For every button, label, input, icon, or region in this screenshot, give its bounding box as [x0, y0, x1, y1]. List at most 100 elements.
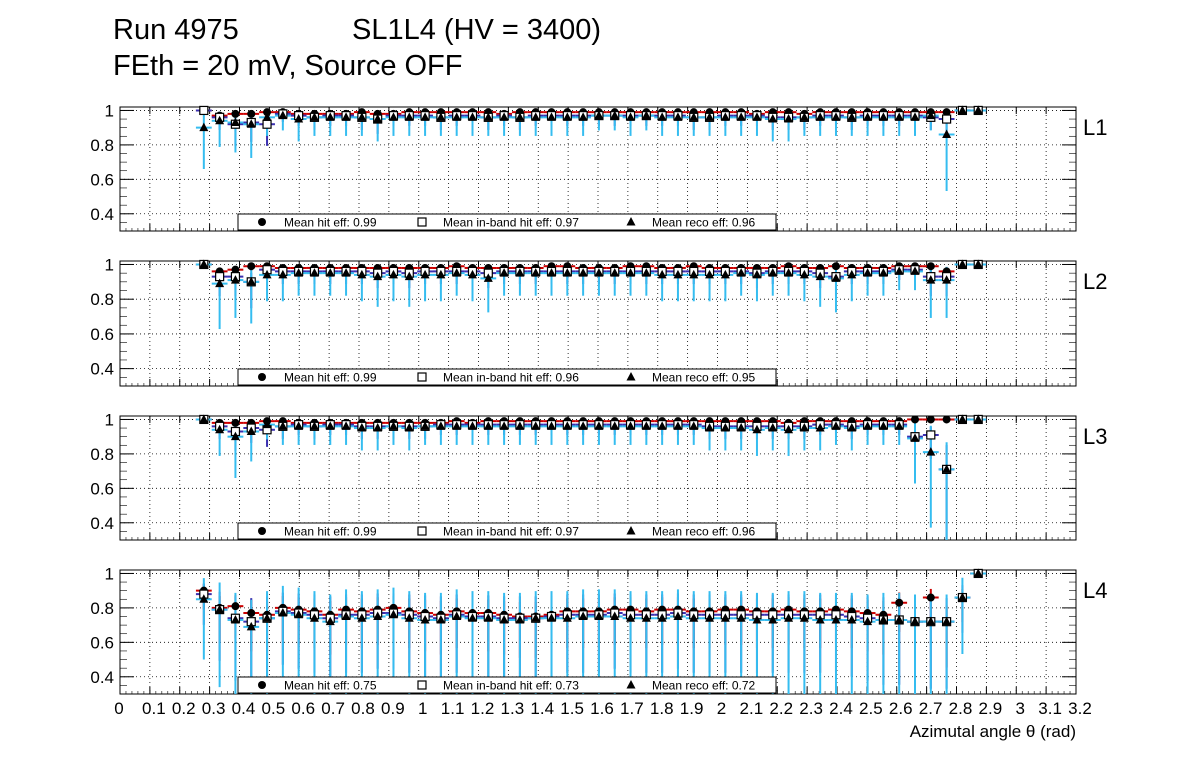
y-tick-label: 1 — [105, 410, 114, 429]
reco-eff-point — [436, 269, 446, 279]
reco-eff-point — [863, 421, 873, 430]
reco-eff-point — [388, 112, 398, 121]
reco-eff-point — [483, 112, 493, 121]
reco-eff-point — [246, 621, 256, 631]
x-tick-label: 1.2 — [471, 699, 495, 718]
legend-reco-label: Mean reco eff: 0.96 — [652, 216, 756, 230]
reco-eff-point — [388, 421, 398, 430]
panel-label: L2 — [1083, 269, 1107, 294]
reco-eff-point — [752, 269, 762, 279]
x-tick-label: 3.1 — [1038, 699, 1062, 718]
reco-eff-point — [199, 259, 209, 268]
y-tick-label: 0.4 — [90, 205, 114, 224]
hit-eff-point — [247, 109, 256, 118]
reco-eff-point — [404, 613, 414, 622]
legend-hit-marker — [258, 681, 266, 689]
reco-eff-point — [531, 112, 541, 121]
reco-eff-point — [673, 269, 683, 279]
reco-eff-point — [926, 275, 936, 284]
reco-eff-point — [957, 592, 967, 602]
panel-label: L4 — [1083, 578, 1107, 603]
hit-eff-point — [263, 108, 272, 117]
x-tick-label: 3 — [1016, 699, 1025, 718]
reco-eff-point — [325, 616, 335, 626]
hit-eff-point — [247, 609, 256, 618]
reco-eff-point — [578, 268, 588, 277]
reco-eff-point — [815, 423, 825, 432]
reco-eff-point — [957, 105, 967, 114]
reco-eff-point — [309, 613, 319, 622]
x-tick-label: 0.9 — [381, 699, 405, 718]
reco-eff-point — [294, 268, 304, 277]
legend-hit-marker — [258, 373, 266, 381]
reco-eff-point — [720, 269, 730, 279]
reco-eff-point — [768, 268, 778, 277]
x-tick-label: 0.1 — [142, 699, 166, 718]
x-tick-label: 0.6 — [291, 699, 315, 718]
reco-eff-point — [215, 115, 225, 125]
x-tick-label: 0.8 — [351, 699, 375, 718]
reco-eff-point — [689, 269, 699, 279]
reco-eff-point — [278, 269, 288, 279]
x-tick-label: 0.4 — [232, 699, 256, 718]
legend-hit-label: Mean hit eff: 0.99 — [284, 371, 377, 385]
reco-eff-point — [515, 614, 525, 624]
reco-eff-point — [562, 613, 572, 622]
reco-eff-point — [578, 112, 588, 121]
reco-eff-point — [341, 268, 351, 277]
x-tick-label: 0.5 — [262, 699, 286, 718]
reco-eff-point — [894, 421, 904, 430]
x-tick-label: 2.6 — [889, 699, 913, 718]
legend-hit-marker — [258, 218, 266, 226]
reco-eff-point — [942, 616, 952, 626]
reco-eff-point — [357, 423, 367, 432]
reco-eff-point — [831, 421, 841, 430]
reco-eff-point — [262, 269, 272, 279]
reco-eff-point — [373, 271, 383, 281]
x-tick-label: 3.2 — [1068, 699, 1092, 718]
reco-eff-point — [863, 616, 873, 626]
reco-eff-point — [973, 414, 983, 423]
reco-eff-point — [768, 114, 778, 123]
legend-reco-label: Mean reco eff: 0.95 — [652, 371, 756, 385]
reco-eff-point — [246, 119, 256, 128]
reco-eff-point — [594, 421, 604, 430]
reco-eff-point — [610, 268, 620, 277]
reco-eff-point — [547, 112, 557, 121]
reco-eff-point — [199, 122, 209, 132]
reco-eff-point — [578, 611, 588, 620]
reco-eff-point — [673, 421, 683, 430]
y-tick-label: 0.4 — [90, 360, 114, 379]
x-tick-label: 2.7 — [919, 699, 943, 718]
y-tick-label: 0.4 — [90, 514, 114, 533]
reco-eff-point — [467, 421, 477, 430]
reco-eff-point — [815, 614, 825, 624]
reco-eff-point — [404, 271, 414, 281]
reco-eff-point — [673, 611, 683, 620]
legend-inband-marker — [417, 372, 427, 382]
reco-eff-point — [705, 423, 715, 432]
reco-eff-point — [736, 268, 746, 277]
x-tick-label: 0.3 — [202, 699, 226, 718]
reco-eff-point — [894, 266, 904, 275]
reco-eff-point — [689, 613, 699, 622]
reco-eff-point — [215, 604, 225, 614]
reco-eff-point — [309, 268, 319, 277]
x-tick-label: 1.9 — [680, 699, 704, 718]
hit-eff-point — [247, 262, 256, 271]
reco-eff-point — [278, 608, 288, 617]
reco-eff-point — [499, 112, 509, 121]
run-title: Run 4975 — [113, 14, 239, 46]
reco-eff-point — [784, 114, 794, 123]
reco-eff-point — [547, 421, 557, 430]
reco-eff-point — [278, 110, 288, 120]
reco-eff-point — [689, 421, 699, 430]
reco-eff-point — [910, 616, 920, 626]
reco-eff-point — [515, 421, 525, 430]
reco-eff-point — [325, 268, 335, 277]
reco-eff-point — [736, 423, 746, 432]
reco-eff-point — [784, 613, 794, 622]
reco-eff-point — [294, 421, 304, 430]
reco-eff-point — [736, 112, 746, 121]
inband-eff-point — [199, 105, 209, 116]
